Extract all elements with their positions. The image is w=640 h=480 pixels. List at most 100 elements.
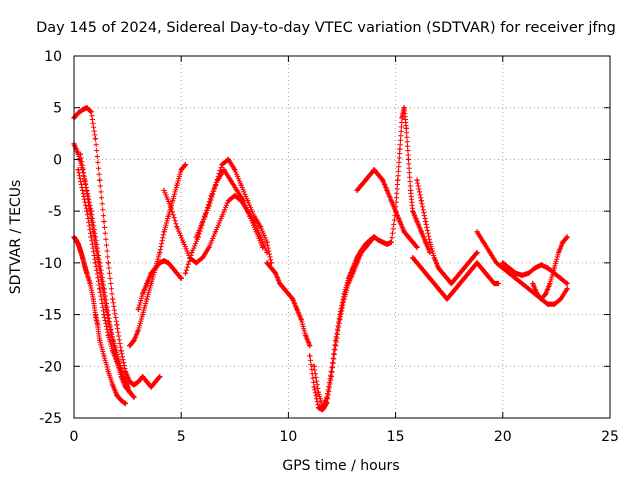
data-point [457, 270, 463, 276]
data-point [251, 213, 257, 219]
data-point [403, 125, 409, 131]
data-point [88, 109, 94, 115]
data-point [558, 296, 564, 302]
data-point [264, 260, 270, 266]
data-point [148, 384, 154, 390]
data-point [174, 270, 180, 276]
chart-title: Day 145 of 2024, Sidereal Day-to-day VTE… [36, 20, 616, 36]
data-point [388, 198, 394, 204]
data-point [418, 198, 424, 204]
data-point [219, 162, 225, 168]
data-point [189, 249, 195, 256]
data-point [225, 198, 231, 204]
data-point [362, 177, 369, 183]
data-point [140, 311, 146, 318]
y-tick-label: -15 [39, 308, 62, 324]
data-point [551, 301, 557, 307]
data-point [101, 311, 107, 318]
x-tick-label: 25 [601, 429, 619, 445]
data-point [384, 187, 390, 194]
data-point [161, 229, 167, 235]
data-point [545, 301, 551, 307]
data-point [354, 255, 360, 261]
data-point [414, 260, 420, 266]
data-point [328, 368, 334, 375]
data-point [423, 218, 429, 225]
data-point [97, 337, 103, 344]
data-point [200, 218, 206, 225]
data-point [268, 265, 274, 271]
data-point [140, 374, 146, 380]
series-prn-q [414, 177, 480, 287]
data-point [367, 172, 373, 178]
data-point [140, 291, 146, 297]
y-tick-label: -20 [39, 359, 62, 375]
data-point [393, 208, 399, 214]
data-point [337, 311, 343, 318]
data-point [470, 255, 476, 261]
data-point [118, 397, 124, 404]
data-point [206, 244, 212, 250]
data-point [116, 358, 122, 364]
data-point [431, 255, 437, 261]
data-point [157, 249, 163, 256]
y-tick-label: -10 [39, 256, 62, 272]
data-point [444, 296, 450, 302]
data-point [418, 229, 424, 235]
data-point [103, 306, 109, 312]
data-point [94, 255, 101, 261]
data-point [525, 270, 532, 276]
data-point [84, 270, 90, 276]
data-point [161, 187, 167, 194]
series-prn-m [311, 234, 377, 411]
data-point [350, 265, 356, 271]
data-point [453, 286, 459, 292]
data-point [311, 363, 317, 369]
data-point [560, 239, 566, 245]
data-point [461, 275, 467, 281]
data-point [180, 239, 186, 245]
data-point [358, 182, 364, 188]
data-point [225, 156, 231, 163]
data-point [298, 317, 304, 323]
data-point [170, 265, 176, 271]
data-point [290, 296, 296, 302]
data-point [97, 286, 103, 292]
data-point [193, 260, 199, 266]
data-point [397, 146, 403, 152]
data-point [418, 265, 424, 271]
data-point [465, 260, 472, 266]
data-point [144, 296, 150, 302]
data-point [444, 275, 450, 281]
x-tick-label: 10 [279, 429, 297, 445]
data-point [530, 280, 536, 287]
data-point [461, 265, 467, 271]
data-point [332, 343, 339, 349]
data-point [427, 239, 433, 245]
data-point [380, 239, 386, 245]
data-point [519, 272, 525, 278]
data-point [465, 270, 472, 276]
data-point [131, 394, 137, 400]
data-point [167, 203, 174, 209]
data-point [564, 234, 570, 240]
data-point [107, 327, 114, 333]
data-point [397, 218, 403, 225]
data-point [144, 379, 150, 385]
data-point [354, 187, 360, 194]
data-point [478, 265, 484, 271]
data-point [277, 280, 283, 287]
data-point [152, 265, 159, 271]
data-point [399, 115, 405, 121]
data-point [77, 247, 84, 254]
data-point [109, 348, 116, 354]
data-point [388, 239, 394, 245]
data-point [174, 182, 180, 188]
data-point [120, 374, 126, 380]
data-point [212, 182, 219, 188]
data-point [92, 136, 99, 142]
data-point [440, 291, 446, 297]
data-point [547, 280, 553, 287]
data-point [94, 322, 101, 328]
